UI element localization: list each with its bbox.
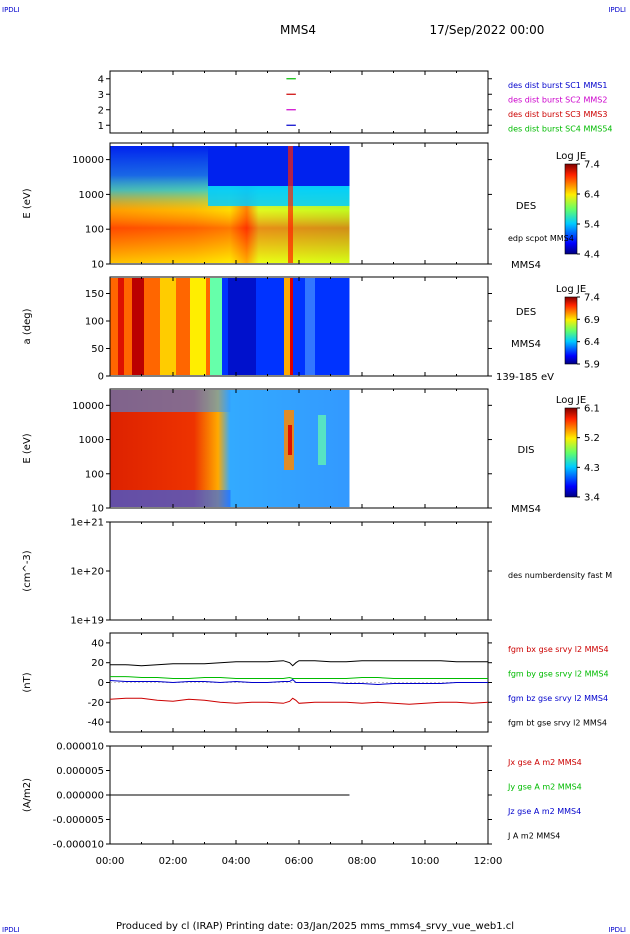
y-tick-label-fgm: -40 — [88, 718, 104, 729]
y-tick-label-des-pitch: 150 — [85, 289, 104, 300]
colorbar-title-des-pitch: Log JE — [556, 284, 586, 295]
panel-label-des-energy: DES — [516, 201, 536, 212]
dynamic-marks: 1 2 3 4 des dist burst SC1 MMS1 des dist burs… — [22, 71, 613, 867]
legend-burst-4: des dist burst SC4 MMS54 — [508, 125, 613, 134]
y-axis-label-fgm: (nT) — [22, 672, 33, 692]
legend-density: des numberdensity fast M — [508, 571, 612, 580]
y-tick-label-burst: 4 — [98, 74, 104, 85]
colorbar-tick-label-dis-energy: 5.2 — [584, 433, 600, 444]
colorbar-tick-label-des-energy: 6.4 — [584, 190, 600, 201]
y-tick-label-current: 0.000000 — [56, 791, 104, 802]
y-tick-label-current: -0.000005 — [53, 815, 104, 826]
colorbar-des-pitch — [564, 296, 578, 365]
y-tick-label-density: 1e+20 — [70, 567, 104, 578]
colorbar-dis-energy — [564, 407, 578, 498]
corner-label-bottom-left: IPDLI — [2, 926, 20, 934]
legend-fgm-2: fgm by gse srvy l2 MMS4 — [508, 670, 609, 679]
y-tick-label-fgm: 0 — [98, 678, 104, 689]
legend-fgm-1: fgm bx gse srvy l2 MMS4 — [508, 645, 609, 654]
corner-label-top-left: IPDLI — [2, 6, 20, 14]
colorbar-title-des-energy: Log JE — [556, 151, 586, 162]
y-axis-label-des-pitch: a (deg) — [22, 308, 33, 344]
des-energy-spectrogram — [110, 146, 350, 263]
fgm-line-2 — [110, 676, 488, 679]
y-tick-label-dis-energy: 10 — [91, 504, 104, 515]
panel-bottom-label-des-pitch: 139-185 eV — [496, 372, 554, 383]
panel-sublabel-des-energy: edp scpot MMS4 — [508, 234, 574, 243]
x-tick-label: 10:00 — [411, 856, 440, 867]
colorbar-title-dis-energy: Log JE — [556, 395, 586, 406]
legend-fgm-3: fgm bz gse srvy l2 MMS4 — [508, 694, 608, 703]
panel-bottom-label-des-energy: MMS4 — [511, 260, 541, 271]
x-tick-label: 06:00 — [285, 856, 314, 867]
fgm-line-4 — [110, 660, 488, 667]
x-tick-label: 04:00 — [222, 856, 251, 867]
y-tick-label-dis-energy: 100 — [85, 469, 104, 480]
y-axis-label-current: (A/m2) — [22, 778, 33, 812]
dis-energy-spectrogram — [110, 390, 350, 507]
y-tick-label-burst: 2 — [98, 105, 104, 116]
panel-label-des-pitch: DES — [516, 307, 536, 318]
fgm-line-3 — [109, 678, 488, 686]
x-tick-label: 12:00 — [474, 856, 503, 867]
colorbar-tick-label-des-pitch: 7.4 — [584, 293, 600, 304]
y-tick-label-dis-energy: 1000 — [79, 435, 104, 446]
y-tick-label-des-pitch: 50 — [91, 344, 104, 355]
colorbar-des-energy — [564, 163, 578, 255]
y-tick-label-des-pitch: 100 — [85, 317, 104, 328]
y-tick-label-des-energy: 10000 — [72, 155, 104, 166]
y-tick-label-fgm: -20 — [88, 698, 104, 709]
legend-current-1: Jx gse A m2 MMS4 — [507, 758, 582, 767]
y-tick-label-current: -0.000010 — [53, 840, 104, 851]
legend-current-2: Jy gse A m2 MMS4 — [507, 783, 582, 792]
y-tick-label-burst: 1 — [98, 121, 104, 132]
colorbar-tick-label-dis-energy: 4.3 — [584, 463, 600, 474]
panel-frame-density — [109, 521, 489, 621]
y-tick-label-fgm: 20 — [91, 658, 104, 669]
plot-date: 17/Sep/2022 00:00 — [430, 23, 545, 37]
y-tick-label-fgm: 40 — [91, 638, 104, 649]
colorbar-tick-label-des-pitch: 6.9 — [584, 315, 600, 326]
x-tick-label: 02:00 — [159, 856, 188, 867]
y-tick-label-burst: 3 — [98, 90, 104, 101]
colorbar-tick-label-des-pitch: 6.4 — [584, 337, 600, 348]
y-axis-label-density: (cm^-3) — [22, 550, 33, 591]
des-pitch-spectrogram — [110, 278, 350, 375]
legend-burst-2: des dist burst SC2 MMS2 — [508, 96, 607, 105]
colorbar-tick-label-des-pitch: 5.9 — [584, 360, 600, 371]
y-tick-label-des-energy: 10 — [91, 260, 104, 271]
y-tick-label-des-energy: 100 — [85, 225, 104, 236]
colorbar-tick-label-des-energy: 5.4 — [584, 220, 600, 231]
legend-burst-3: des dist burst SC3 MMS3 — [508, 110, 607, 119]
colorbar-tick-label-dis-energy: 3.4 — [584, 493, 600, 504]
y-tick-label-density: 1e+21 — [70, 518, 104, 529]
plot-title: MMS4 — [280, 23, 316, 37]
fgm-line-1 — [109, 697, 489, 705]
panel-sublabel-des-pitch: MMS4 — [511, 339, 541, 350]
y-tick-label-dis-energy: 10000 — [72, 401, 104, 412]
y-axis-label-dis-energy: E (eV) — [22, 433, 33, 463]
y-tick-label-des-pitch: 0 — [98, 372, 104, 383]
y-axis-label-des-energy: E (eV) — [22, 188, 33, 218]
legend-burst-1: des dist burst SC1 MMS1 — [508, 81, 607, 90]
legend-current-3: Jz gse A m2 MMS4 — [507, 807, 581, 816]
y-tick-label-current: 0.000010 — [56, 742, 104, 753]
footer-credit: Produced by cl (IRAP) Printing date: 03/… — [116, 921, 514, 932]
x-tick-label: 00:00 — [96, 856, 125, 867]
y-tick-label-current: 0.000005 — [56, 766, 104, 777]
x-tick-label: 08:00 — [348, 856, 377, 867]
colorbar-tick-label-des-energy: 7.4 — [584, 160, 600, 171]
y-tick-label-density: 1e+19 — [70, 616, 104, 627]
colorbar-tick-label-dis-energy: 6.1 — [584, 404, 600, 415]
legend-current-4: J A m2 MMS4 — [507, 832, 560, 841]
y-tick-label-des-energy: 1000 — [79, 190, 104, 201]
legend-fgm-4: fgm bt gse srvy l2 MMS4 — [508, 719, 607, 728]
colorbar-tick-label-des-energy: 4.4 — [584, 250, 600, 261]
corner-label-bottom-right: IPDLI — [608, 926, 626, 934]
corner-label-top-right: IPDLI — [608, 6, 626, 14]
panel-frame-burst — [109, 70, 489, 134]
panel-label-dis-energy: DIS — [518, 445, 535, 456]
panel-bottom-label-dis-energy: MMS4 — [511, 504, 541, 515]
